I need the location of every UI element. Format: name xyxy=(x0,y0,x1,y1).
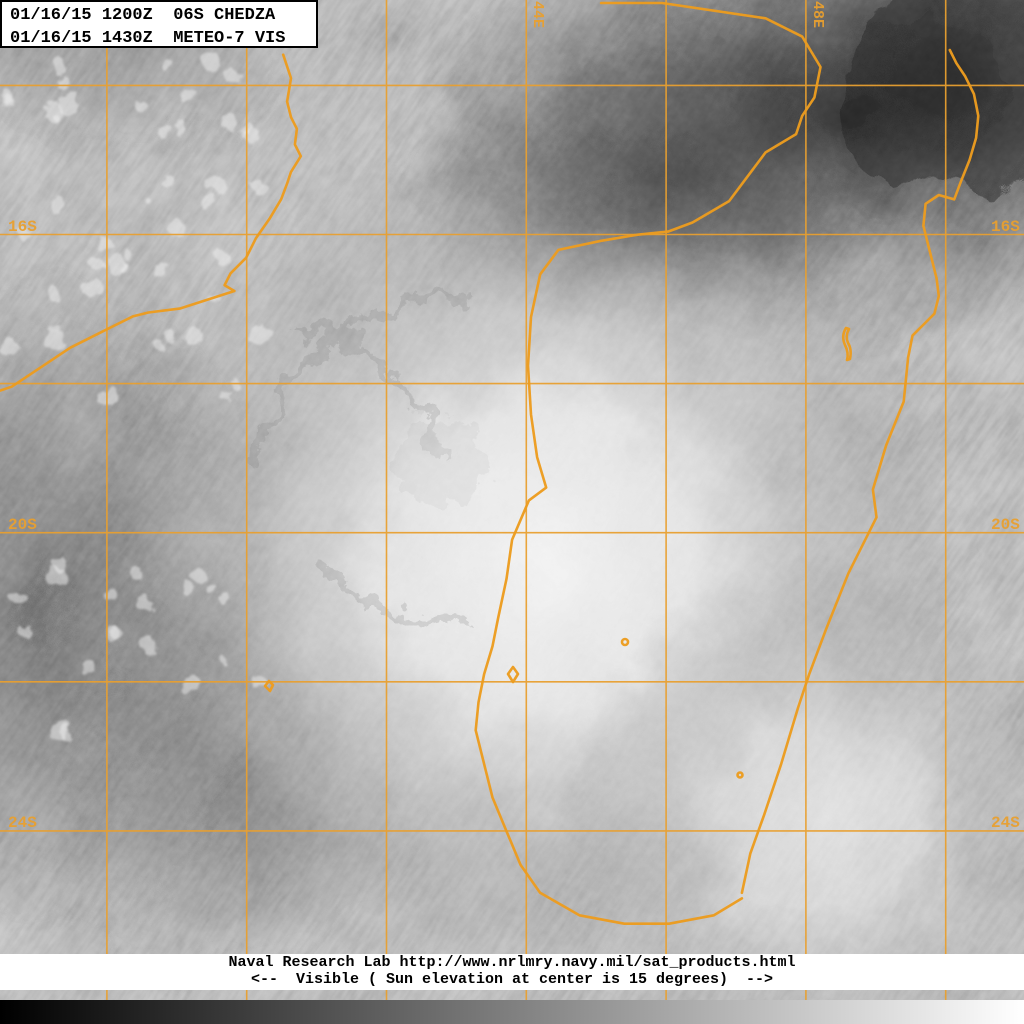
svg-text:16S: 16S xyxy=(991,218,1020,236)
svg-text:20S: 20S xyxy=(8,516,37,534)
svg-text:20S: 20S xyxy=(991,516,1020,534)
svg-text:48E: 48E xyxy=(809,1,826,28)
svg-text:24S: 24S xyxy=(8,814,37,832)
svg-text:44E: 44E xyxy=(529,1,546,28)
svg-text:24S: 24S xyxy=(991,814,1020,832)
svg-text:16S: 16S xyxy=(8,218,37,236)
